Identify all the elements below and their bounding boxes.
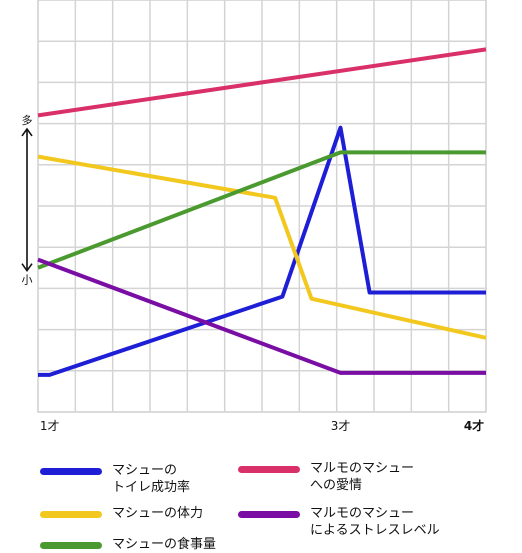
y-axis-arrow-down-icon bbox=[21, 263, 33, 273]
legend-item: マルモのマシュー によるストレスレベル bbox=[238, 505, 440, 539]
series-line-1 bbox=[37, 47, 487, 118]
legend-item: マルモのマシュー への愛情 bbox=[238, 460, 414, 494]
y-axis-arrow-up-icon bbox=[21, 127, 33, 137]
legend-label: マシューの トイレ成功率 bbox=[112, 463, 191, 495]
x-tick-label: 1才 bbox=[40, 419, 60, 433]
x-tick-label: 3才 bbox=[331, 419, 351, 433]
chart-series bbox=[37, 47, 487, 377]
legend-swatch bbox=[40, 542, 102, 549]
legend-label: マシューの食事量 bbox=[112, 537, 217, 552]
chart-axis: 1才 3才 4才 多小 bbox=[21, 113, 484, 433]
chart-grid bbox=[37, 0, 487, 413]
legend-swatch bbox=[238, 511, 300, 518]
series-line-4 bbox=[37, 150, 486, 270]
x-tick-label: 4才 bbox=[464, 418, 484, 433]
legend-item: マシューの食事量 bbox=[40, 536, 216, 553]
legend-item: マシューの トイレ成功率 bbox=[40, 462, 190, 496]
line-chart: 1才 3才 4才 多小 bbox=[21, 0, 487, 433]
legend-item: マシューの体力 bbox=[40, 505, 203, 522]
series-line-3 bbox=[37, 154, 487, 340]
legend-label: マシューの体力 bbox=[112, 506, 204, 521]
legend-swatch bbox=[40, 468, 102, 475]
y-axis-low-label: 小 bbox=[22, 274, 33, 287]
y-axis-high-label: 多 bbox=[22, 113, 33, 127]
series-line-2 bbox=[38, 125, 486, 377]
legend-label: マルモのマシュー によるストレスレベル bbox=[310, 506, 440, 538]
legend-label: マルモのマシュー への愛情 bbox=[310, 461, 415, 493]
legend-swatch bbox=[40, 511, 102, 518]
series-line-5 bbox=[37, 257, 486, 375]
legend-swatch bbox=[238, 466, 300, 473]
